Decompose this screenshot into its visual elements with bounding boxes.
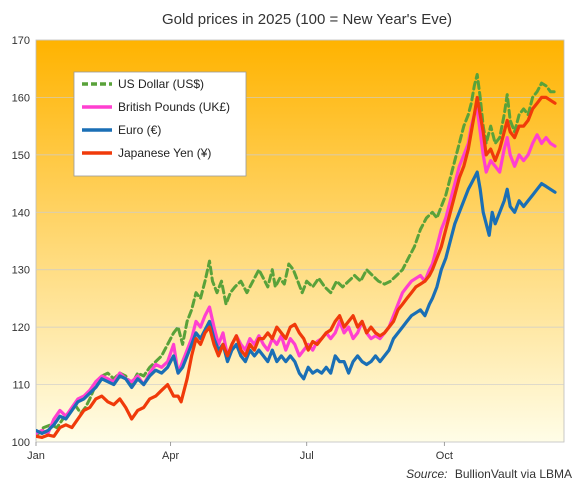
series-line-2: [36, 170, 557, 435]
svg-text:Source: BullionVault via: Source: BullionVault via LBMA: [406, 467, 572, 481]
y-tick-label: 140: [12, 207, 30, 219]
legend: US Dollar (US$) British Pounds (UK£) Euro …: [73, 71, 247, 177]
x-tick-label: Jan: [27, 450, 45, 462]
legend-label: British Pounds (UK£): [118, 100, 230, 114]
source-note: Source: BullionVault via LBMA: [406, 467, 572, 481]
legend-label: US Dollar (US$): [118, 77, 204, 91]
y-axis-ticks: 100 110 120 130 140 150 160 170: [12, 35, 30, 449]
y-tick-label: 170: [12, 35, 30, 47]
x-tick-label: Oct: [436, 450, 453, 462]
y-tick-label: 160: [12, 92, 30, 104]
legend-label: Euro (€): [118, 123, 161, 137]
y-tick-label: 130: [12, 265, 30, 277]
y-tick-label: 110: [12, 380, 30, 392]
legend-label: Japanese Yen (¥): [118, 146, 211, 160]
x-tick-label: Jul: [300, 450, 314, 462]
series-lines: [36, 73, 557, 439]
source-text: BullionVault via LBMA: [455, 467, 572, 481]
chart-title: Gold prices in 2025 (100 = New Year's Ev…: [162, 11, 452, 28]
x-axis-ticks: Jan Apr Jul Oct: [27, 442, 453, 462]
series-line-3: [36, 95, 557, 439]
y-tick-label: 100: [12, 437, 30, 449]
x-tick-label: Apr: [162, 450, 179, 462]
y-tick-label: 120: [12, 322, 30, 334]
y-tick-label: 150: [12, 150, 30, 162]
legend-box: [73, 71, 247, 177]
source-label: Source:: [406, 467, 447, 481]
